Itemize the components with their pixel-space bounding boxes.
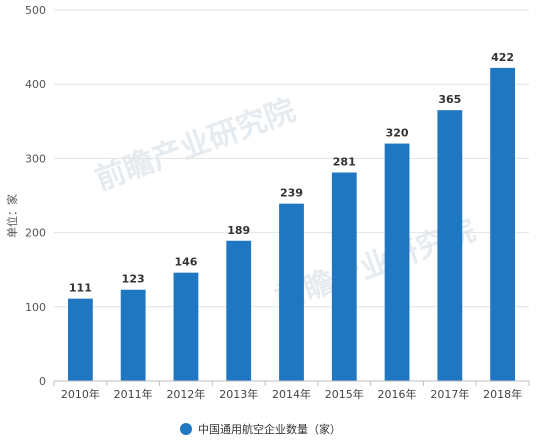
x-axis-ticks: 2010年 2011年 2012年 2013年 2014年 2015年 2016年 2017年… (53, 381, 530, 401)
data-label: 123 (122, 273, 145, 286)
y-tick-label: 0 (39, 375, 46, 388)
bar (67, 298, 93, 381)
x-tick-label: 2010年 (61, 387, 100, 401)
x-tick-label: 2012年 (166, 387, 205, 401)
y-tick-label: 400 (25, 78, 46, 91)
watermark-top: 前瞻产业研究院 (91, 93, 300, 198)
x-tick-label: 2013年 (219, 387, 258, 401)
data-label: 422 (491, 51, 514, 64)
data-label: 189 (227, 224, 250, 237)
bar (384, 143, 410, 381)
bar (173, 272, 199, 381)
bar (490, 67, 516, 381)
x-tick-label: 2011年 (114, 387, 153, 401)
y-axis-ticks: 0 100 200 300 400 500 (25, 4, 46, 388)
x-tick-label: 2015年 (325, 387, 364, 401)
x-tick-label: 2014年 (272, 387, 311, 401)
data-label: 146 (174, 256, 197, 269)
bars (67, 67, 516, 382)
x-tick-label: 2016年 (378, 387, 417, 401)
bar (331, 172, 357, 381)
y-axis-label: 单位：家 (5, 194, 19, 238)
legend-label: 中国通用航空企业数量（家） (198, 422, 341, 436)
data-label: 365 (438, 93, 461, 106)
y-tick-label: 500 (25, 4, 46, 17)
data-labels: 111 123 146 189 239 281 320 365 422 (69, 51, 514, 295)
y-tick-label: 100 (25, 301, 46, 314)
data-label: 239 (280, 187, 303, 200)
y-tick-label: 300 (25, 152, 46, 165)
x-tick-label: 2018年 (483, 387, 522, 401)
bar (226, 240, 252, 381)
y-tick-label: 200 (25, 227, 46, 240)
data-label: 281 (333, 155, 356, 168)
bar (437, 110, 463, 382)
bar (279, 203, 304, 381)
data-label: 320 (386, 127, 409, 140)
legend: 中国通用航空企业数量（家） (180, 422, 341, 436)
legend-marker (180, 423, 192, 435)
x-tick-label: 2017年 (430, 387, 469, 401)
data-label: 111 (69, 282, 92, 295)
bar (120, 289, 146, 381)
